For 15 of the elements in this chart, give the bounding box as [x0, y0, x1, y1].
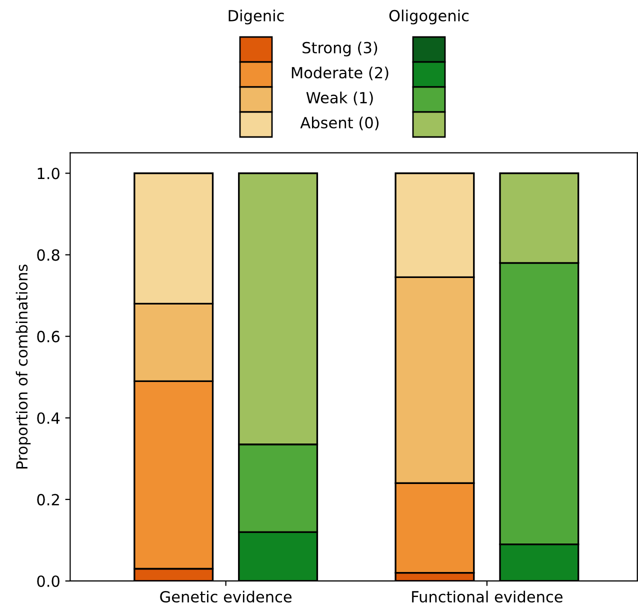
- y-tick-label: 0.6: [37, 330, 60, 342]
- text: Oligogenic: [389, 10, 469, 24]
- y-tick-label: 1.0: [38, 168, 60, 180]
- legend-label: Absent (0): [300, 116, 379, 130]
- y-axis-title: Proportion of combinations: [16, 264, 31, 468]
- y-tick-label: 0.8: [37, 249, 60, 261]
- text: Digenic: [228, 10, 284, 24]
- legend-label: Strong (3): [302, 42, 378, 56]
- y-tick-label: 0.2: [37, 494, 59, 506]
- y-tick-label: 0.0: [37, 575, 60, 588]
- y-tick-label: 0.4: [37, 412, 60, 424]
- legend-label: Weak (1): [306, 92, 373, 106]
- text: Genetic evidence: [160, 590, 292, 603]
- text: Functional evidence: [412, 590, 562, 603]
- legend-label: Moderate (2): [292, 66, 388, 80]
